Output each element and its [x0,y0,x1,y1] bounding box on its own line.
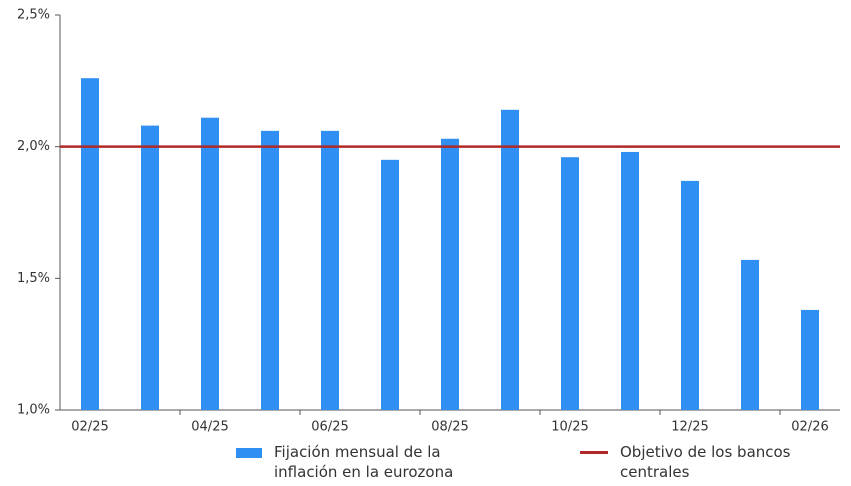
bar [261,130,279,410]
y-tick-label: 1,0% [17,403,50,418]
bar [81,78,99,410]
bar [741,259,759,410]
x-tick-label: 12/25 [671,420,708,435]
legend-label: Objetivo de los bancos centrales [620,443,791,481]
bar [621,151,639,410]
x-tick-label: 02/25 [71,420,108,435]
legend-swatch [580,451,608,454]
bar [681,180,699,410]
bar [501,109,519,411]
chart: 1,0% 1,5% 2,0% 2,5% 02/25 04/25 06/25 08/25 10/2… [17,8,840,435]
bar [441,138,459,410]
y-tick-label: 2,5% [17,8,50,23]
bar [381,159,399,410]
bar [141,125,159,410]
legend-swatch [236,448,262,458]
legend-item: Fijación mensual de la inflación en la e… [236,442,486,482]
y-tick-label: 2,0% [17,139,50,154]
bar [321,130,339,410]
x-tick-label: 06/25 [311,420,348,435]
legend-label: Fijación mensual de la inflación en la e… [274,443,454,481]
bar [201,117,219,410]
legend-item: Objetivo de los bancos centrales [580,442,830,482]
x-tick-label: 04/25 [191,420,228,435]
bar [561,157,579,410]
y-tick-label: 1,5% [17,271,50,286]
x-tick-label: 08/25 [431,420,468,435]
legend: Fijación mensual de la inflación en la e… [0,442,851,486]
x-tick-label: 10/25 [551,420,588,435]
x-tick-label: 02/26 [791,420,828,435]
bar [801,309,819,410]
